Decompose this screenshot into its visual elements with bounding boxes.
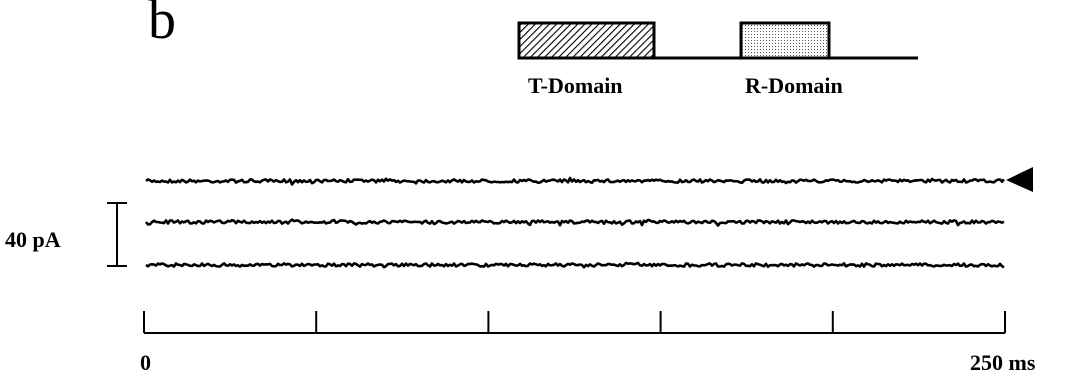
current-trace-3 bbox=[145, 261, 1005, 269]
current-trace-2 bbox=[144, 218, 1005, 227]
time-axis bbox=[143, 311, 1006, 334]
panel-letter: b bbox=[148, 0, 176, 51]
arrow-left-icon bbox=[1006, 167, 1033, 192]
t-domain-box bbox=[517, 21, 656, 60]
t-domain-label: T-Domain bbox=[528, 73, 623, 98]
axis-end-label: 250 ms bbox=[970, 350, 1036, 375]
current-traces bbox=[144, 176, 1005, 269]
current-trace-1 bbox=[145, 176, 1005, 186]
scale-bar bbox=[107, 202, 127, 267]
axis-start-label: 0 bbox=[140, 350, 151, 375]
r-domain-box bbox=[739, 21, 831, 60]
r-domain-label: R-Domain bbox=[745, 73, 843, 98]
scale-bar-label: 40 pA bbox=[5, 227, 61, 252]
